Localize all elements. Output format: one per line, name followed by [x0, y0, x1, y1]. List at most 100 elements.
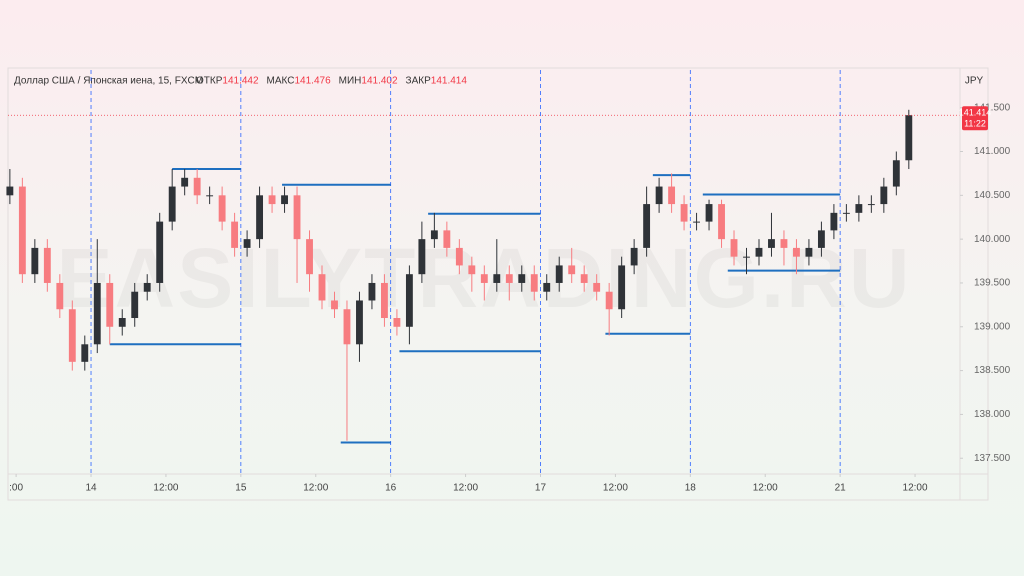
- candle-body: [206, 195, 214, 197]
- ohlc-value: 141.402: [361, 76, 398, 87]
- candle-body: [43, 247, 51, 283]
- candle-body: [380, 282, 388, 319]
- candle-body: [56, 282, 64, 310]
- currency: JPY: [965, 76, 984, 87]
- y-tick-label: 140.000: [974, 234, 1011, 245]
- candle-body: [668, 186, 676, 205]
- candle-body: [867, 204, 875, 206]
- symbol-title: Доллар США / Японская иена, 15, FXCM: [14, 76, 203, 87]
- candle-body: [368, 282, 376, 301]
- x-tick-label: 15: [235, 483, 247, 494]
- candle-body: [143, 282, 151, 292]
- candle-body: [218, 195, 226, 222]
- candle-body: [443, 230, 451, 248]
- ohlc-label: МАКС: [267, 76, 295, 87]
- ohlc-label: ЗАКР: [406, 76, 432, 87]
- candle-body: [168, 186, 176, 222]
- candle-body: [106, 282, 114, 327]
- candle-body: [231, 221, 239, 248]
- ohlc-value: 141.442: [222, 76, 259, 87]
- candle-body: [81, 344, 89, 362]
- x-tick-label: 12:00: [453, 483, 478, 494]
- x-tick-label: 17: [535, 483, 547, 494]
- ohlc-value: 141.476: [294, 76, 331, 87]
- candle-body: [505, 274, 513, 283]
- candle-body: [880, 186, 888, 205]
- candle-body: [318, 274, 326, 301]
- candle-body: [705, 204, 713, 222]
- candle-body: [655, 186, 663, 205]
- ohlc-label: МИН: [339, 76, 362, 87]
- y-tick-label: 139.000: [974, 321, 1011, 332]
- y-tick-label: 141.000: [974, 146, 1011, 157]
- candle-body: [543, 282, 551, 292]
- candle-body: [793, 247, 800, 257]
- y-tick-label: 138.000: [974, 409, 1011, 420]
- candle-body: [118, 318, 126, 327]
- y-tick-label: 140.500: [974, 190, 1011, 201]
- candle-body: [555, 265, 563, 283]
- candle-body: [343, 309, 351, 345]
- candle-body: [268, 195, 276, 205]
- y-tick-label: 141.500: [974, 102, 1011, 113]
- candle-body: [93, 282, 101, 345]
- candle-body: [605, 291, 613, 310]
- ohlc-label: ОТКР: [196, 76, 223, 87]
- candle-body: [243, 239, 251, 248]
- x-tick-label: 12:00: [753, 483, 778, 494]
- candle-body: [580, 274, 588, 283]
- candle-body: [618, 265, 626, 310]
- candle-body: [643, 204, 651, 248]
- candle-body: [630, 247, 638, 266]
- candle-body: [331, 300, 338, 310]
- candle-body: [817, 230, 825, 248]
- candle-body: [830, 212, 838, 231]
- candle-body: [193, 177, 201, 196]
- candle-body: [593, 282, 601, 292]
- candle-body: [18, 186, 26, 275]
- candle-body: [405, 274, 413, 327]
- candle-body: [842, 212, 850, 214]
- candle-body: [680, 204, 688, 222]
- x-tick-label: 12:00: [603, 483, 628, 494]
- candle-body: [131, 291, 139, 319]
- candle-body: [892, 160, 900, 187]
- candle-body: [468, 265, 476, 275]
- candle-body: [755, 247, 763, 257]
- candle-body: [568, 265, 576, 275]
- candle-body: [855, 204, 863, 213]
- countdown-label: 11:22: [964, 119, 986, 129]
- y-tick-label: 137.500: [974, 453, 1011, 464]
- x-tick-label: 12:00: [903, 483, 928, 494]
- candle-body: [356, 300, 363, 345]
- x-tick-label: 18: [685, 483, 697, 494]
- candle-body: [805, 247, 813, 257]
- candle-body: [518, 274, 526, 283]
- x-tick-label: 16: [385, 483, 397, 494]
- chart-frame: [7, 67, 989, 501]
- candle-body: [418, 239, 426, 275]
- x-tick-label: 12:00: [303, 483, 328, 494]
- candle-body: [480, 274, 488, 283]
- candle-body: [530, 274, 538, 292]
- candle-body: [718, 204, 725, 240]
- candle-body: [455, 247, 463, 266]
- last-price-box: [962, 106, 988, 131]
- candle-body: [293, 195, 301, 240]
- candle-body: [68, 309, 76, 362]
- candle-body: [306, 239, 313, 275]
- ohlc-value: 141.414: [431, 76, 468, 87]
- x-tick-label: 14: [85, 483, 97, 494]
- candle-body: [743, 256, 750, 258]
- y-tick-label: 139.500: [974, 278, 1011, 289]
- candle-body: [730, 239, 738, 257]
- candle-body: [393, 318, 401, 327]
- y-tick-label: 138.500: [974, 365, 1011, 376]
- candle-body: [281, 195, 288, 205]
- candle-body: [156, 221, 164, 283]
- candle-body: [693, 221, 700, 223]
- candle-body: [430, 230, 438, 240]
- candle-body: [31, 247, 39, 275]
